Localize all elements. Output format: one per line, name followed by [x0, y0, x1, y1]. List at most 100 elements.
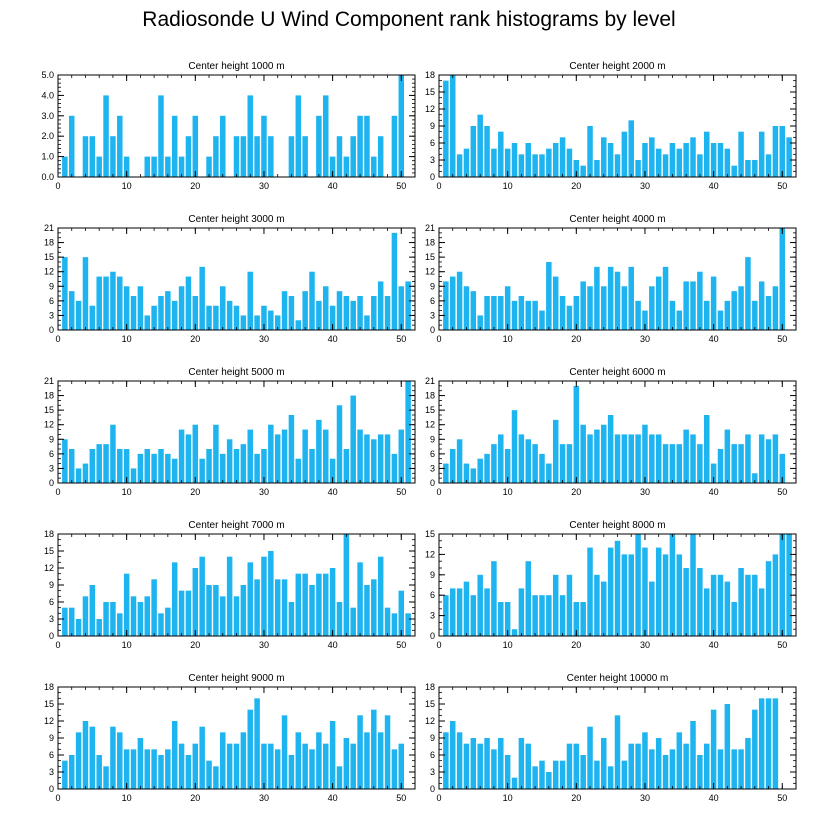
histogram-bar [316, 573, 322, 636]
histogram-bar [635, 743, 641, 789]
histogram-bar [302, 573, 308, 636]
histogram-bar [82, 463, 89, 483]
histogram-bar [261, 556, 267, 636]
histogram-bar [254, 315, 260, 330]
histogram-bar [662, 554, 669, 636]
histogram-bar [594, 574, 600, 636]
histogram-bar [642, 424, 648, 483]
histogram-bar [614, 715, 621, 789]
x-tick-label: 0 [436, 640, 441, 650]
histogram-bar [75, 732, 82, 789]
histogram-bar [192, 115, 199, 177]
histogram-bar [710, 574, 717, 636]
x-tick-label: 10 [503, 640, 513, 650]
histogram-bar [206, 585, 212, 636]
histogram-bar [628, 743, 634, 789]
histogram-bar [724, 148, 731, 177]
histogram-bar [123, 749, 130, 789]
histogram-bar [772, 698, 779, 789]
histogram-bar [288, 602, 295, 636]
histogram-bar [213, 766, 219, 789]
histogram-bar [669, 300, 676, 330]
y-tick-label: 12 [425, 549, 435, 559]
histogram-bar [580, 755, 586, 789]
histogram-bar [62, 760, 68, 789]
y-tick-label: 0 [430, 325, 435, 335]
y-tick-label: 15 [425, 529, 435, 539]
y-tick-label: 0 [49, 631, 54, 641]
histogram-bar [343, 296, 350, 330]
histogram-bar [137, 286, 144, 330]
histogram-bar [329, 458, 336, 483]
histogram-bar [323, 429, 329, 483]
histogram-bar [470, 468, 477, 483]
histogram-bar [281, 579, 288, 636]
histogram-bar [552, 143, 559, 177]
histogram-bar [463, 463, 470, 483]
histogram-bar [717, 574, 724, 636]
histogram-bar [758, 131, 765, 177]
histogram-bar [511, 777, 518, 789]
histogram-bar [449, 276, 456, 330]
histogram-bar [384, 715, 391, 789]
histogram-bar [117, 115, 123, 177]
y-tick-label: 6 [430, 296, 435, 306]
histogram-bar [731, 749, 737, 789]
histogram-bar [628, 434, 634, 483]
histogram-bar [309, 585, 315, 636]
histogram-bar [518, 588, 525, 636]
y-tick-label: 3 [430, 155, 435, 165]
histogram-bar [745, 257, 751, 330]
y-tick-label: 18 [425, 70, 435, 80]
x-tick-label: 10 [503, 487, 513, 497]
x-tick-label: 20 [571, 640, 581, 650]
histogram-bar [192, 296, 199, 330]
histogram-bar [745, 738, 751, 789]
y-tick-label: 6 [49, 296, 54, 306]
histogram-bar [669, 534, 676, 636]
histogram-bar [731, 602, 737, 636]
histogram-bar [566, 574, 573, 636]
histogram-bar [261, 743, 267, 789]
panel-title: Center height 2000 m [569, 61, 665, 72]
y-tick-label: 9 [430, 434, 435, 444]
histogram-bar [117, 276, 123, 330]
y-tick-label: 6 [49, 449, 54, 459]
histogram-bar [587, 547, 593, 636]
histogram-bar [206, 305, 212, 330]
histogram-bar [511, 300, 518, 330]
histogram-bar [302, 429, 308, 483]
histogram-bar [240, 444, 247, 483]
histogram-bar [357, 715, 363, 789]
histogram-bar [233, 136, 240, 177]
histogram-bar [573, 296, 580, 330]
histogram-bar [443, 281, 449, 330]
y-tick-label: 18 [425, 238, 435, 248]
histogram-bar [281, 715, 288, 789]
histogram-bar [398, 286, 405, 330]
histogram-bar [573, 602, 580, 636]
histogram-bar [470, 126, 477, 177]
histogram-bar [470, 595, 477, 636]
histogram-bar [491, 148, 497, 177]
y-tick-label: 6 [430, 449, 435, 459]
histogram-bar [391, 453, 398, 483]
histogram-bar [559, 760, 566, 789]
histogram-bar [552, 276, 559, 330]
histogram-bar [309, 749, 315, 789]
histogram-panel: Center height 6000 m 0 3 6 9 12 15 18 21 0 10 20 30 4… [425, 367, 797, 497]
histogram-bar [68, 755, 75, 789]
histogram-bar [758, 588, 765, 636]
x-tick-label: 0 [55, 334, 60, 344]
histogram-bar [546, 262, 552, 330]
histogram-bar [62, 607, 68, 636]
histogram-bar [539, 760, 545, 789]
histogram-panel: Center height 7000 m 0 3 6 9 12 15 18 0 10 20 30 40 5… [44, 520, 416, 650]
histogram-bar [261, 449, 267, 483]
y-tick-label: 18 [44, 529, 54, 539]
histogram-panel: Center height 2000 m 0 3 6 9 12 15 18 0 10 20 30 40 5… [425, 61, 797, 191]
y-tick-label: 0 [49, 784, 54, 794]
x-tick-label: 20 [571, 334, 581, 344]
histogram-bar [123, 286, 130, 330]
histogram-bar [274, 749, 281, 789]
